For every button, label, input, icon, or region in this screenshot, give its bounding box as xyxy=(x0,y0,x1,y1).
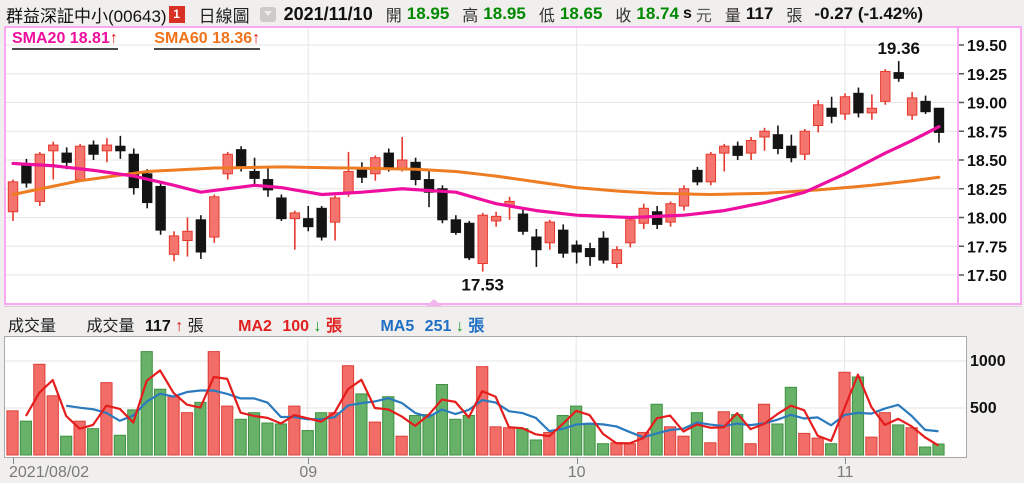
ma5-down-arrow-icon: ↓ xyxy=(455,318,464,335)
close-suffix: s xyxy=(682,5,692,22)
price-pane: 19.50 19.25 19.00 18.75 18.50 18.25 18.00 17.75… xyxy=(4,26,1022,305)
chart-type-label: 日線圖 xyxy=(198,6,250,26)
symbol-name: 群益深証中小(00643) xyxy=(6,6,167,26)
ma5-legend-value: 251 xyxy=(424,318,452,335)
open-label: 開 xyxy=(385,8,402,25)
price-change: -0.27 (-1.42%) xyxy=(814,4,924,23)
low-value: 18.65 xyxy=(559,4,603,23)
ma5-legend-unit: 張 xyxy=(468,318,485,335)
volume-legend-value: 117 xyxy=(144,318,171,335)
sma60-legend: SMA60 18.36↑ xyxy=(154,30,261,50)
ma-legend: SMA20 18.81↑ SMA60 18.36↑ xyxy=(12,30,261,50)
x-axis-tick xyxy=(13,458,14,464)
ma2-legend-unit: 張 xyxy=(325,318,342,335)
pane-divider xyxy=(4,306,1022,307)
quote-date: 2021/11/10 xyxy=(283,3,373,24)
volume-up-arrow-icon: ↑ xyxy=(175,318,184,335)
volume-legend-label: 成交量 xyxy=(86,318,135,335)
volume-value: 117 xyxy=(745,4,774,23)
candlestick-chart: 19.50 19.25 19.00 18.75 18.50 18.25 18.00 17.75… xyxy=(6,28,1007,303)
volume-axis-tick-label: 1000 xyxy=(970,353,1006,370)
svg-text:18.00: 18.00 xyxy=(967,211,1007,228)
svg-text:17.75: 17.75 xyxy=(967,239,1007,256)
ma2-legend-label: MA2 xyxy=(238,318,272,335)
svg-text:18.25: 18.25 xyxy=(967,182,1007,199)
volume-unit: 張 xyxy=(786,8,803,25)
ma2-down-arrow-icon: ↓ xyxy=(313,318,322,335)
svg-text:19.36: 19.36 xyxy=(877,39,920,58)
open-value: 18.95 xyxy=(406,4,450,23)
svg-text:17.50: 17.50 xyxy=(967,268,1007,285)
x-axis-tick xyxy=(576,458,578,464)
volume-chart xyxy=(5,337,966,457)
svg-text:19.25: 19.25 xyxy=(967,67,1007,84)
volume-axis-tick-label: 500 xyxy=(970,400,997,417)
chart-count-badge[interactable]: 1 xyxy=(168,5,185,23)
header-bar: 群益深証中小(00643) 1 日線圖 2021/11/10 開 18.95 高… xyxy=(6,3,924,26)
x-axis-tick-label: 09 xyxy=(299,464,318,481)
low-label: 低 xyxy=(538,8,555,25)
svg-text:19.00: 19.00 xyxy=(967,96,1007,113)
ma2-legend-value: 100 xyxy=(282,318,310,335)
volume-header: 成交量 成交量 117 ↑ 張 MA2 100 ↓ 張 MA5 251 ↓ 張 xyxy=(8,312,484,336)
x-axis-tick xyxy=(845,458,847,464)
volume-pane xyxy=(4,336,967,458)
x-axis-tick-label: 10 xyxy=(567,464,586,481)
svg-text:17.53: 17.53 xyxy=(461,276,504,295)
high-label: 高 xyxy=(462,8,479,25)
pane-resize-handle-icon[interactable] xyxy=(426,299,442,306)
ma5-legend-label: MA5 xyxy=(380,318,415,335)
sma20-up-arrow-icon: ↑ xyxy=(109,30,118,47)
sma60-up-arrow-icon: ↑ xyxy=(252,30,261,47)
svg-text:18.50: 18.50 xyxy=(967,153,1007,170)
volume-legend-unit: 張 xyxy=(187,318,204,335)
volume-pane-title: 成交量 xyxy=(8,318,57,335)
volume-label: 量 xyxy=(724,8,741,25)
currency-unit: 元 xyxy=(695,8,712,25)
x-axis-tick xyxy=(308,458,310,464)
sma20-legend: SMA20 18.81↑ xyxy=(12,30,118,50)
svg-text:19.50: 19.50 xyxy=(967,38,1007,55)
close-value: 18.74 xyxy=(636,4,679,23)
chart-type-dropdown-icon[interactable] xyxy=(259,6,276,22)
close-label: 收 xyxy=(615,8,632,25)
svg-text:18.75: 18.75 xyxy=(967,124,1007,141)
x-axis-tick-label: 2021/08/02 xyxy=(9,464,90,481)
high-value: 18.95 xyxy=(483,4,526,23)
x-axis-tick-label: 11 xyxy=(836,464,854,481)
